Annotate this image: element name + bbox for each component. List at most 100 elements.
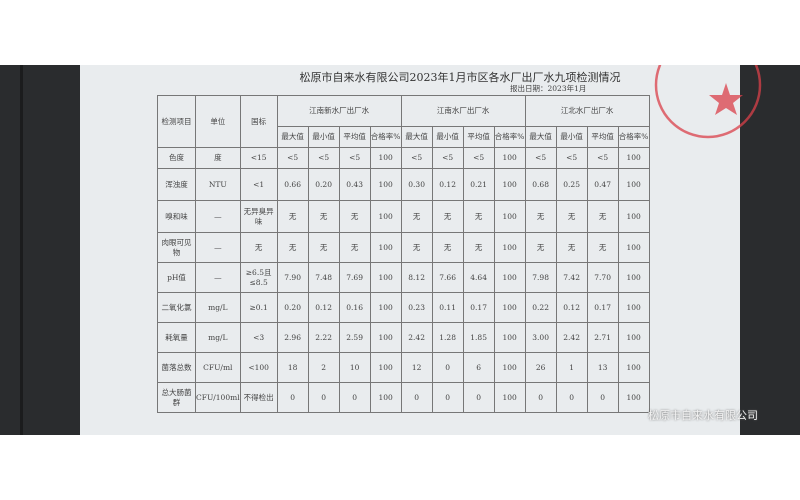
value-cell: 0 xyxy=(555,382,588,413)
value-cell: 100 xyxy=(617,262,650,293)
value-cell: 4.64 xyxy=(462,262,495,293)
value-cell: 1 xyxy=(555,352,588,383)
value-cell: 7.70 xyxy=(586,262,619,293)
value-cell: 2.71 xyxy=(586,322,619,353)
value-cell: 无 xyxy=(431,232,464,263)
value-cell: 10 xyxy=(338,352,371,383)
value-cell: 100 xyxy=(369,232,402,263)
value-cell: 100 xyxy=(617,292,650,323)
value-cell: <5 xyxy=(307,147,340,169)
value-cell: 0 xyxy=(338,382,371,413)
value-cell: <5 xyxy=(462,147,495,169)
value-cell: 无 xyxy=(586,200,619,233)
value-cell: 100 xyxy=(493,168,526,201)
value-cell: 无 xyxy=(276,232,309,263)
value-cell: 0 xyxy=(462,382,495,413)
value-cell: 无 xyxy=(400,232,433,263)
value-cell: 无 xyxy=(400,200,433,233)
value-cell: 8.12 xyxy=(400,262,433,293)
item-cell: 总大肠菌群 xyxy=(157,382,196,413)
value-cell: 100 xyxy=(493,147,526,169)
standard-cell: 不得检出 xyxy=(239,382,278,413)
value-cell: 0.30 xyxy=(400,168,433,201)
table-row: pH值 — ≥6.5且≤8.5 7.90 7.48 7.69 100 8.12 7.66 4.64… xyxy=(157,262,650,293)
value-cell: 18 xyxy=(276,352,309,383)
table-row: 嗅和味 — 无异臭异味无无无 100 无无无 100 无无无 100 xyxy=(157,200,650,233)
value-cell: 2.42 xyxy=(555,322,588,353)
value-cell: 7.98 xyxy=(524,262,557,293)
value-cell: 无 xyxy=(462,232,495,263)
water-quality-table: 检测项目 单位 国标 江南新水厂出厂水 江南水厂出厂水 江北水厂出厂水 最大值 最小值 平均值合… xyxy=(157,95,650,413)
value-cell: 26 xyxy=(524,352,557,383)
value-cell: <5 xyxy=(555,147,588,169)
value-cell: 0.16 xyxy=(338,292,371,323)
value-cell: 0.11 xyxy=(431,292,464,323)
value-cell: 100 xyxy=(493,232,526,263)
subheader-row: 最大值 最小值 平均值 合格率% 最大值 最小值 平均值 合格率% 最大值 最小值 平均值 合格率% xyxy=(158,126,650,148)
value-cell: 100 xyxy=(617,232,650,263)
column-header: 单位 xyxy=(195,95,241,148)
value-cell: 0.68 xyxy=(524,168,557,201)
value-cell: 0.20 xyxy=(276,292,309,323)
plant-header: 江南新水厂出厂水 xyxy=(276,95,402,127)
value-cell: 100 xyxy=(617,322,650,353)
value-cell: 100 xyxy=(617,168,650,201)
sub-header: 最大值 xyxy=(524,126,557,148)
value-cell: 2.22 xyxy=(307,322,340,353)
value-cell: 100 xyxy=(493,322,526,353)
value-cell: 100 xyxy=(369,322,402,353)
value-cell: 无 xyxy=(338,232,371,263)
sub-header: 平均值 xyxy=(462,126,495,148)
value-cell: 100 xyxy=(369,382,402,413)
value-cell: 0.23 xyxy=(400,292,433,323)
value-cell: 1.28 xyxy=(431,322,464,353)
value-cell: 0.12 xyxy=(307,292,340,323)
unit-cell: mg/L xyxy=(195,322,241,353)
value-cell: 1.85 xyxy=(462,322,495,353)
value-cell: 无 xyxy=(555,200,588,233)
value-cell: <5 xyxy=(431,147,464,169)
value-cell: 0 xyxy=(524,382,557,413)
value-cell: 无 xyxy=(586,232,619,263)
value-cell: 100 xyxy=(493,200,526,233)
value-cell: 3.00 xyxy=(524,322,557,353)
value-cell: 2.96 xyxy=(276,322,309,353)
value-cell: 0 xyxy=(431,382,464,413)
value-cell: 0.12 xyxy=(431,168,464,201)
value-cell: 100 xyxy=(493,382,526,413)
unit-cell: 度 xyxy=(195,147,241,169)
value-cell: 100 xyxy=(617,382,650,413)
standard-cell: <3 xyxy=(239,322,278,353)
table-row: 二氧化氯 mg/L ≥0.1 0.20 0.12 0.16 100 0.23 0.11 0.17 1… xyxy=(157,292,650,323)
sub-header: 平均值 xyxy=(338,126,371,148)
value-cell: 无 xyxy=(276,200,309,233)
standard-cell: <15 xyxy=(239,147,278,169)
value-cell: 100 xyxy=(617,200,650,233)
desk-edge xyxy=(20,65,23,435)
table-row: 浑浊度 NTU <1 0.66 0.20 0.43 100 0.30 0.12 0.21 100 0.… xyxy=(157,168,650,201)
value-cell: 0 xyxy=(307,382,340,413)
sub-header: 合格率% xyxy=(369,126,402,148)
value-cell: 无 xyxy=(462,200,495,233)
unit-cell: CFU/ml xyxy=(195,352,241,383)
value-cell: 7.69 xyxy=(338,262,371,293)
unit-cell: — xyxy=(195,200,241,233)
sub-header: 最小值 xyxy=(555,126,588,148)
value-cell: <5 xyxy=(338,147,371,169)
standard-cell: <1 xyxy=(239,168,278,201)
sub-header: 最小值 xyxy=(307,126,340,148)
value-cell: 无 xyxy=(555,232,588,263)
value-cell: 无 xyxy=(524,232,557,263)
value-cell: 无 xyxy=(307,200,340,233)
value-cell: 7.42 xyxy=(555,262,588,293)
plant-header: 江南水厂出厂水 xyxy=(400,95,526,127)
company-seal-stamp xyxy=(654,65,762,139)
table-row: 肉眼可见物 — 无无无无 100 无无无 100 无无无 100 xyxy=(157,232,650,263)
value-cell: 6 xyxy=(462,352,495,383)
value-cell: 2.42 xyxy=(400,322,433,353)
value-cell: 100 xyxy=(369,292,402,323)
sub-header: 最大值 xyxy=(276,126,309,148)
unit-cell: CFU/100ml xyxy=(195,382,241,413)
table-row: 耗氧量 mg/L <3 2.96 2.22 2.59 100 2.42 1.28 1.85 100 3… xyxy=(157,322,650,353)
value-cell: 100 xyxy=(369,352,402,383)
